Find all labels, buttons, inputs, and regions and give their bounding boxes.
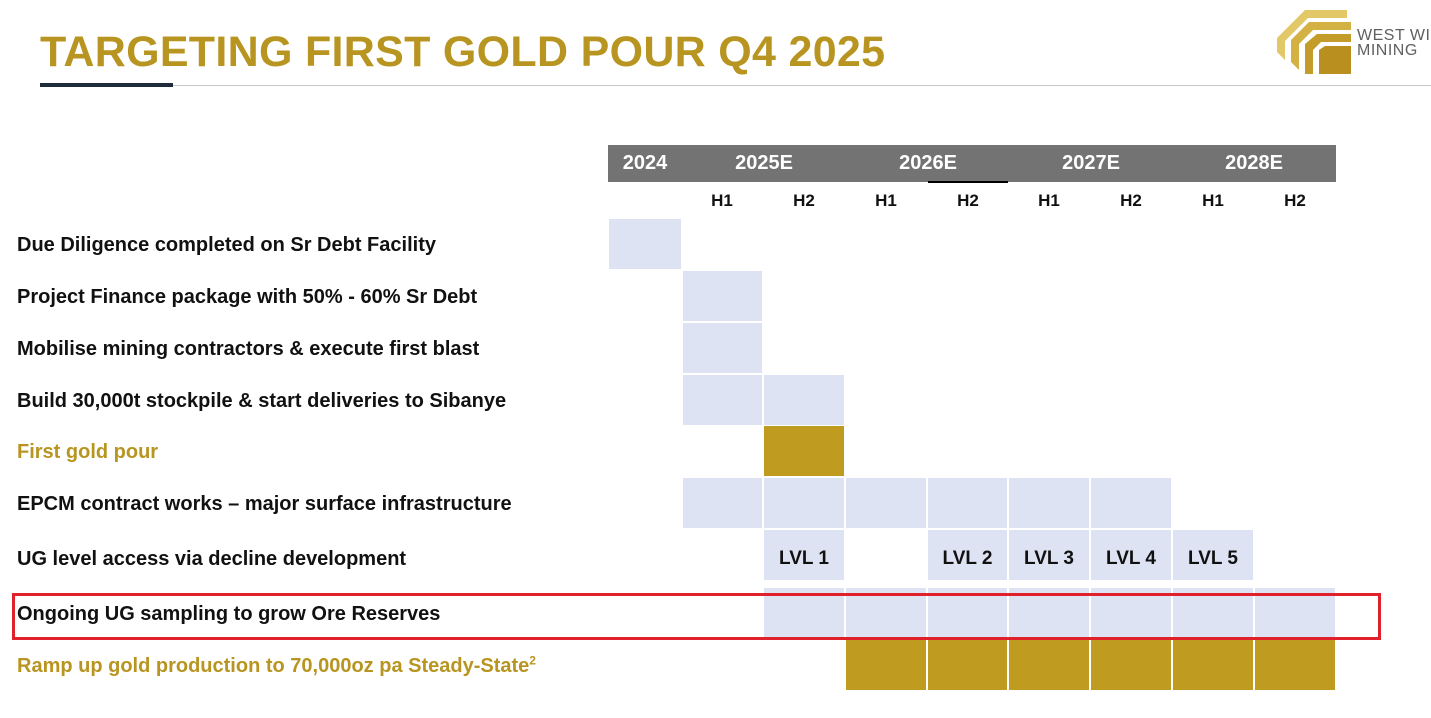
logo-wordmark: WEST WI MINING <box>1357 27 1431 59</box>
level-label-5: LVL 5 <box>1188 548 1238 569</box>
half-2025-h2: H2 <box>793 191 815 210</box>
gantt-cell <box>683 478 762 528</box>
west-wits-logo-icon <box>1277 10 1351 74</box>
gantt-cell-lvl1 <box>764 530 844 580</box>
gantt-cell <box>1255 588 1335 638</box>
year-2024: 2024 <box>622 152 668 174</box>
half-2026-h2: H2 <box>957 191 979 210</box>
gantt-cell-gold <box>1173 640 1253 690</box>
gantt-cell-lvl3 <box>1009 530 1089 580</box>
gantt-cell-gold <box>764 426 844 476</box>
title-accent-bar <box>40 83 173 87</box>
gantt-cell <box>846 588 926 638</box>
level-label-2: LVL 2 <box>942 548 993 569</box>
page-title: TARGETING FIRST GOLD POUR Q4 2025 <box>40 28 886 76</box>
year-2025e: 2025E <box>735 152 793 174</box>
level-label-3: LVL 3 <box>1024 548 1074 569</box>
gantt-cell-gold <box>1255 640 1335 690</box>
gantt-cell <box>683 375 762 425</box>
footnote-marker: 2 <box>529 653 536 668</box>
level-label-4: LVL 4 <box>1106 548 1156 569</box>
task-label-ramp-up: Ramp up gold production to 70,000oz pa S… <box>17 654 536 678</box>
gantt-cell <box>1091 478 1171 528</box>
highlight-box-ug-sampling <box>12 593 1381 640</box>
year-2026e: 2026E <box>899 152 957 174</box>
task-label-build-stockpile: Build 30,000t stockpile & start deliveri… <box>17 390 507 412</box>
gantt-cell-lvl5 <box>1173 530 1253 580</box>
gantt-cell <box>1173 588 1253 638</box>
task-label-mobilise-contractors: Mobilise mining contractors & execute fi… <box>17 338 480 360</box>
gantt-cell <box>928 478 1007 528</box>
logo-line-2: MINING <box>1357 42 1418 59</box>
gantt-cell <box>764 478 844 528</box>
gantt-cell <box>683 323 762 373</box>
year-underline <box>928 181 1008 183</box>
ramp-up-text: Ramp up gold production to 70,000oz pa S… <box>17 655 530 677</box>
gantt-cell-gold <box>1009 640 1089 690</box>
task-label-ug-sampling: Ongoing UG sampling to grow Ore Reserves <box>17 603 441 625</box>
company-logo: WEST WI MINING <box>1277 10 1431 74</box>
gantt-cell-gold <box>928 640 1007 690</box>
gantt-cell <box>928 588 1007 638</box>
year-2027e: 2027E <box>1062 152 1120 174</box>
gantt-cell <box>1009 588 1089 638</box>
year-2028e: 2028E <box>1225 152 1283 174</box>
task-label-ug-level-access: UG level access via decline development <box>17 548 407 570</box>
gantt-cell <box>1009 478 1089 528</box>
gantt-cell-gold <box>1091 640 1171 690</box>
gantt-cell-lvl2 <box>928 530 1007 580</box>
task-label-due-diligence: Due Diligence completed on Sr Debt Facil… <box>17 234 436 256</box>
gantt-cell <box>1091 588 1171 638</box>
half-2028-h1: H1 <box>1202 191 1224 210</box>
gantt-cell <box>683 271 762 321</box>
task-label-project-finance: Project Finance package with 50% - 60% S… <box>17 286 478 308</box>
task-label-epcm-works: EPCM contract works – major surface infr… <box>17 493 512 515</box>
title-divider <box>40 85 1431 86</box>
year-header-bar: 2024 2025E 2026E 2027E 2028E <box>608 145 1336 182</box>
half-2028-h2: H2 <box>1284 191 1306 210</box>
half-2027-h1: H1 <box>1038 191 1060 210</box>
level-label-1: LVL 1 <box>779 548 829 569</box>
gantt-cell <box>846 478 926 528</box>
half-2025-h1: H1 <box>711 191 733 210</box>
gantt-cell <box>764 375 844 425</box>
logo-line-1: WEST WI <box>1357 27 1431 44</box>
gantt-cell-lvl4 <box>1091 530 1171 580</box>
gantt-cell <box>764 588 844 638</box>
gantt-cell-gold <box>846 640 926 690</box>
gantt-cell <box>609 219 681 269</box>
task-label-first-gold-pour: First gold pour <box>17 441 159 463</box>
half-2026-h1: H1 <box>875 191 897 210</box>
half-2027-h2: H2 <box>1120 191 1142 210</box>
